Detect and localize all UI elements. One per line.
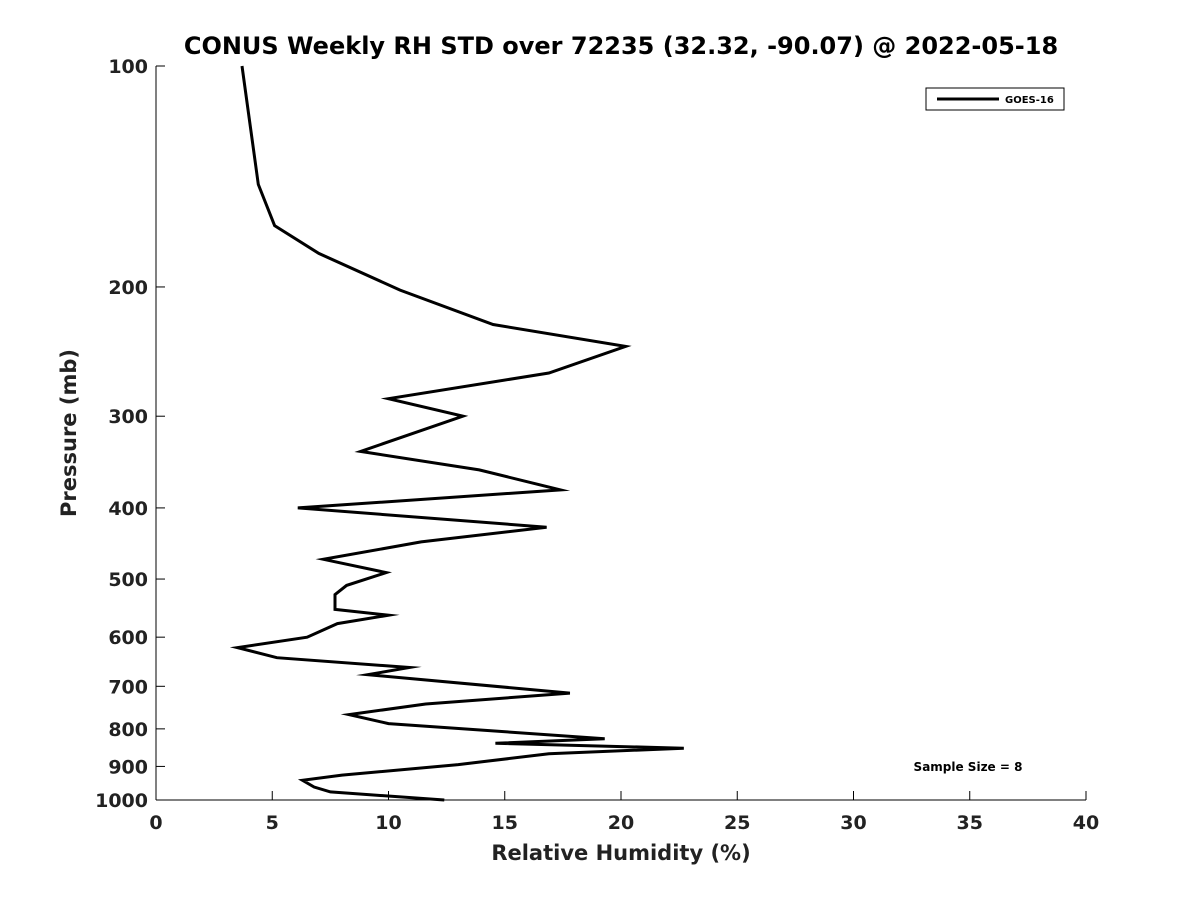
- y-tick-label: 900: [108, 756, 148, 778]
- x-tick-label: 20: [608, 812, 634, 834]
- y-tick-label: 700: [108, 676, 148, 698]
- y-tick-label: 500: [108, 569, 148, 591]
- x-tick-label: 5: [266, 812, 279, 834]
- x-tick-label: 10: [375, 812, 401, 834]
- x-tick-label: 15: [492, 812, 518, 834]
- x-tick-label: 30: [840, 812, 866, 834]
- x-ticks: 0 5 10 15 20 25 30 35 40: [149, 791, 1099, 834]
- x-tick-label: 35: [957, 812, 983, 834]
- plot-area: 0 5 10 15 20 25 30 35 40 100 200 300 400 500 600 700 80…: [95, 56, 1099, 834]
- y-axis-label: Pressure (mb): [57, 349, 81, 517]
- x-tick-label: 40: [1073, 812, 1099, 834]
- y-tick-label: 1000: [95, 790, 148, 812]
- y-tick-label: 300: [108, 406, 148, 428]
- y-tick-label: 400: [108, 498, 148, 520]
- chart-title: CONUS Weekly RH STD over 72235 (32.32, -…: [184, 32, 1058, 60]
- legend: GOES-16: [925, 87, 1065, 111]
- y-ticks: 100 200 300 400 500 600 700 800 900 1000: [95, 56, 165, 812]
- y-tick-label: 100: [108, 56, 148, 78]
- y-tick-label: 800: [108, 719, 148, 741]
- y-tick-label: 600: [108, 627, 148, 649]
- sample-size-note: Sample Size = 8: [914, 760, 1023, 774]
- y-tick-label: 200: [108, 277, 148, 299]
- series-layer: [229, 65, 684, 802]
- series-line-goes-16: [229, 65, 684, 802]
- x-tick-label: 25: [724, 812, 750, 834]
- x-tick-label: 0: [149, 812, 162, 834]
- legend-label-goes-16: GOES-16: [1005, 95, 1054, 106]
- x-axis-label: Relative Humidity (%): [491, 841, 750, 865]
